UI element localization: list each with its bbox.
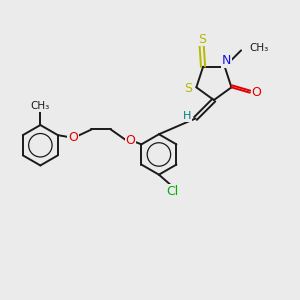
Text: S: S — [184, 82, 192, 95]
Text: O: O — [125, 134, 135, 147]
Text: O: O — [251, 86, 261, 99]
Text: CH₃: CH₃ — [31, 101, 50, 111]
Text: S: S — [199, 33, 206, 46]
Text: O: O — [68, 131, 78, 144]
Text: CH₃: CH₃ — [249, 43, 269, 53]
Text: H: H — [183, 111, 191, 121]
Text: N: N — [221, 54, 231, 67]
Text: Cl: Cl — [166, 184, 178, 197]
